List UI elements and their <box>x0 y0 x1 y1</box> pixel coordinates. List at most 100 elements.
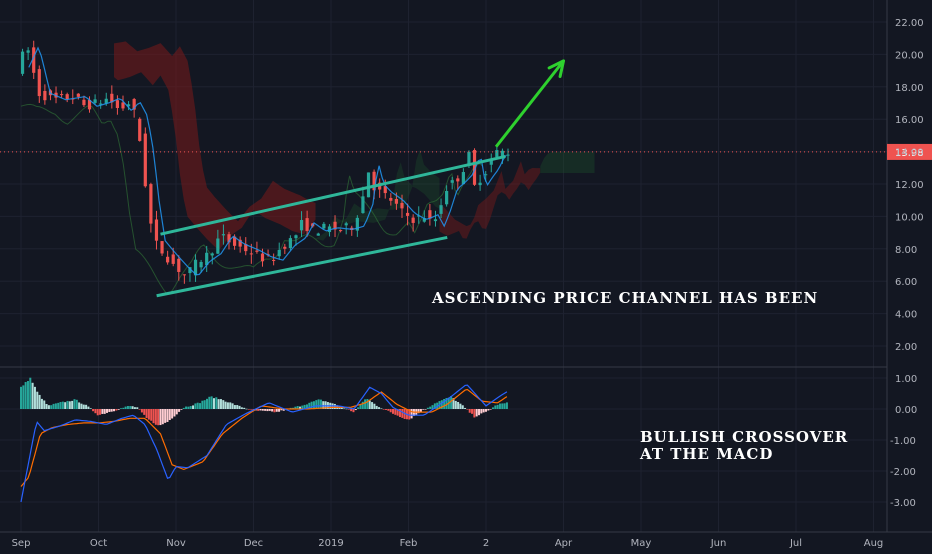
macd-histogram-bar <box>503 403 506 409</box>
time-tick-label: 2019 <box>318 538 343 549</box>
macd-histogram-bar <box>375 405 378 409</box>
price-tick-label: 8.00 <box>895 245 917 256</box>
cloud-band <box>439 161 541 239</box>
macd-histogram-bar <box>450 396 453 409</box>
candle-body <box>60 94 64 96</box>
macd-histogram-bar <box>187 406 190 409</box>
macd-histogram-bar <box>231 403 234 409</box>
price-tick-label: 10.00 <box>895 212 924 223</box>
macd-histogram-bar <box>410 409 413 419</box>
macd-histogram-bar <box>466 409 469 410</box>
macd-histogram-bar <box>54 403 57 409</box>
macd-histogram-bar <box>171 409 174 419</box>
macd-histogram-bar <box>471 409 474 414</box>
time-tick-label: Jul <box>789 538 802 549</box>
macd-histogram-bar <box>382 409 385 410</box>
macd-histogram-bar <box>303 404 306 409</box>
macd-histogram-bar <box>452 398 455 409</box>
candle-body <box>495 150 499 158</box>
macd-histogram-bar <box>308 402 311 409</box>
macd-histogram-bar <box>113 409 115 412</box>
macd-histogram-bar <box>319 399 322 409</box>
candle-body <box>93 99 97 103</box>
macd-histogram-bar <box>280 409 283 411</box>
candle-body <box>478 182 482 186</box>
price-annotation: ASCENDING PRICE CHANNEL HAS BEEN <box>431 289 818 307</box>
macd-histogram-bar <box>24 382 27 409</box>
candle-body <box>255 250 259 252</box>
macd-histogram-bar <box>422 409 425 410</box>
macd-histogram-bar <box>136 407 139 409</box>
macd-histogram-bar <box>301 405 304 409</box>
candle-body <box>461 172 465 185</box>
macd-histogram-bar <box>233 405 236 409</box>
candle-body <box>232 236 237 246</box>
candle-body <box>65 94 69 100</box>
channel-upper-line <box>160 154 506 236</box>
macd-histogram-bar <box>340 407 343 409</box>
candle-body <box>272 259 276 261</box>
macd-histogram-bar <box>371 402 374 409</box>
macd-histogram-bar <box>126 406 129 409</box>
macd-histogram-bar <box>299 406 301 409</box>
macd-histogram-bar <box>192 405 195 409</box>
candle-body <box>205 252 209 266</box>
macd-tick-label: -3.00 <box>890 498 916 509</box>
macd-tick-label: -1.00 <box>890 436 916 447</box>
time-tick-label: Dec <box>244 538 263 549</box>
macd-histogram-bar <box>266 409 269 412</box>
price-tick-label: 6.00 <box>895 277 917 288</box>
macd-histogram-bar <box>59 402 62 409</box>
macd-histogram-bar <box>168 409 171 421</box>
macd-histogram-bar <box>82 404 85 409</box>
macd-annotation-line-2: AT THE MACD <box>639 445 773 463</box>
macd-line <box>20 384 508 503</box>
macd-histogram-bar <box>38 394 41 409</box>
candle-body <box>327 226 332 233</box>
macd-histogram-bar <box>138 409 141 410</box>
macd-histogram-bar <box>403 409 406 419</box>
candle-body <box>149 184 153 224</box>
macd-histogram-bar <box>310 401 313 409</box>
macd-histogram-bar <box>426 407 429 409</box>
macd-histogram-bar <box>429 406 432 409</box>
candle-body <box>389 197 393 201</box>
macd-histogram-bar <box>419 409 422 413</box>
macd-histogram-bar <box>389 409 392 413</box>
projection-arrow-head <box>547 59 565 79</box>
candle-body <box>439 205 443 214</box>
macd-histogram-bar <box>164 409 167 423</box>
macd-histogram-bar <box>275 409 278 412</box>
macd-histogram-bar <box>117 409 120 410</box>
macd-histogram-bar <box>66 400 69 409</box>
macd-histogram-bar <box>103 409 106 414</box>
candle-body <box>456 178 460 182</box>
macd-histogram-bar <box>131 406 134 409</box>
macd-histogram-bar <box>140 409 143 413</box>
macd-histogram-bar <box>210 396 213 409</box>
macd-histogram-bar <box>178 409 181 412</box>
macd-histogram-bar <box>182 407 185 409</box>
macd-histogram-bar <box>494 405 497 409</box>
macd-histogram-bar <box>145 409 148 418</box>
macd-histogram-bar <box>480 409 483 414</box>
macd-histogram-bar <box>264 409 267 411</box>
candle-body <box>99 103 103 105</box>
macd-histogram-bar <box>385 409 388 410</box>
macd-histogram-bar <box>99 409 102 415</box>
candle-body <box>154 219 159 241</box>
macd-histogram-bar <box>226 402 229 409</box>
macd-histogram-bar <box>150 409 153 421</box>
macd-histogram-bar <box>261 409 264 411</box>
macd-histogram-bar <box>296 406 299 409</box>
macd-histogram-bar <box>29 377 32 409</box>
macd-histogram-bar <box>454 400 457 409</box>
candle-body <box>344 223 348 226</box>
macd-histogram-bar <box>224 401 227 409</box>
macd-histogram-bar <box>273 409 276 413</box>
macd-histogram-bar <box>478 409 481 416</box>
macd-histogram-bar <box>166 409 169 422</box>
macd-histogram-bar <box>359 403 362 409</box>
overlays <box>0 46 887 298</box>
macd-histogram-bar <box>347 409 350 410</box>
